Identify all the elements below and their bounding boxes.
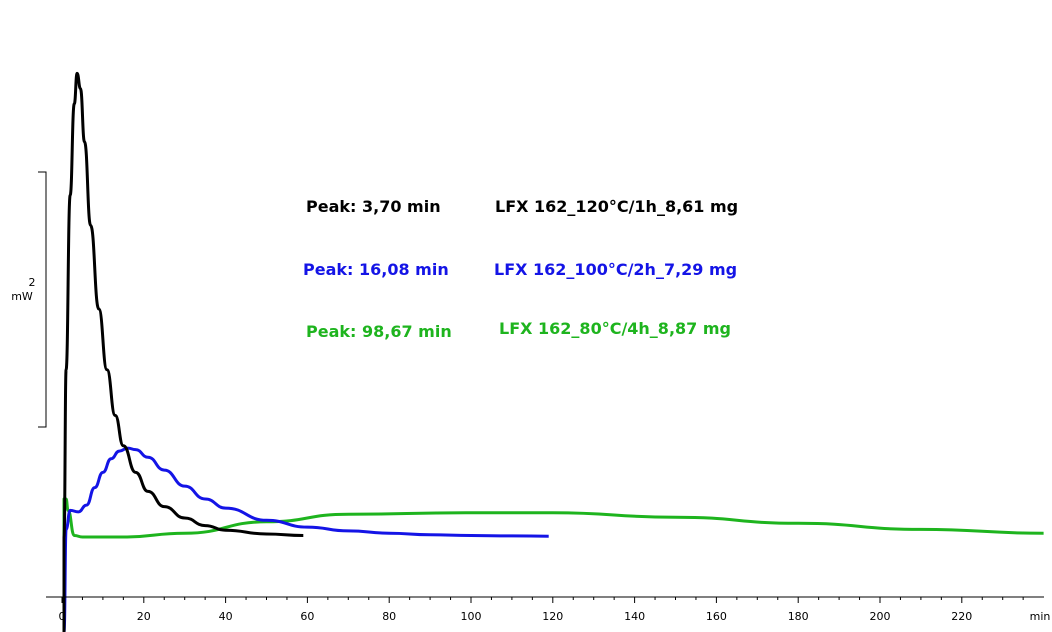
x-tick-label: 60 <box>300 610 314 623</box>
series-line-green <box>62 497 1044 632</box>
x-tick-label: 20 <box>137 610 151 623</box>
x-axis-unit: min <box>1030 610 1051 623</box>
scale-bar-unit: mW <box>11 290 33 303</box>
annotation-peak-green: Peak: 98,67 min <box>306 322 452 341</box>
annotation-peak-blue: Peak: 16,08 min <box>303 260 449 279</box>
annotation-label-black: LFX 162_120°C/1h_8,61 mg <box>495 197 738 216</box>
annotation-label-blue: LFX 162_100°C/2h_7,29 mg <box>494 260 737 279</box>
curves-layer <box>62 71 1044 632</box>
annotation-peak-black: Peak: 3,70 min <box>306 197 441 216</box>
series-line-black <box>62 71 304 632</box>
x-axis: 0 20 40 60 80 100 120 140 160 180 200 220 min <box>46 596 1051 623</box>
x-tick-label: 220 <box>951 610 972 623</box>
peak-annotations: Peak: 3,70 min LFX 162_120°C/1h_8,61 mg … <box>303 197 738 341</box>
series-line-blue <box>62 446 549 632</box>
x-tick-label: 200 <box>870 610 891 623</box>
x-tick-label: 140 <box>624 610 645 623</box>
scale-bar: 2 mW <box>11 171 47 428</box>
x-tick-label: 80 <box>382 610 396 623</box>
x-tick-label: 160 <box>706 610 727 623</box>
x-tick-label: 180 <box>788 610 809 623</box>
scale-bar-value: 2 <box>29 276 36 289</box>
x-tick-label: 40 <box>219 610 233 623</box>
annotation-label-green: LFX 162_80°C/4h_8,87 mg <box>499 319 731 338</box>
x-tick-label: 100 <box>461 610 482 623</box>
x-tick-label: 120 <box>542 610 563 623</box>
x-tick-label: 0 <box>59 610 66 623</box>
scale-bar-bracket <box>38 171 47 428</box>
